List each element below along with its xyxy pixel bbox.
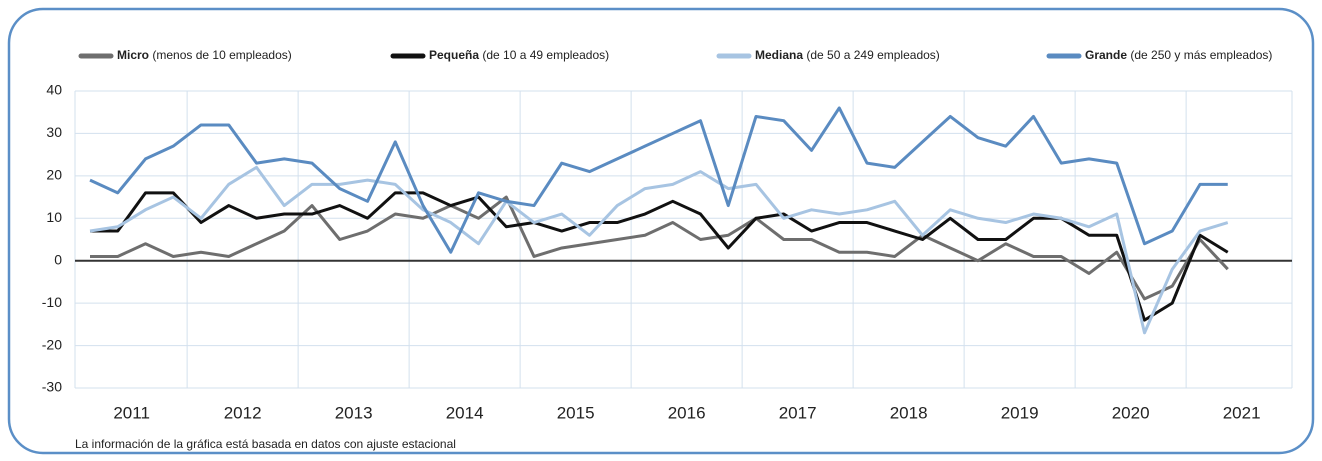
legend-description: (de 10 a 49 empleados) — [482, 48, 609, 62]
x-tick-label: 2011 — [113, 403, 150, 422]
legend-name: Mediana — [755, 48, 803, 62]
series-line — [90, 191, 1229, 322]
x-tick-label: 2019 — [1001, 403, 1039, 422]
x-tick-label: 2016 — [668, 403, 706, 422]
legend-label: Pequeña (de 10 a 49 empleados) — [429, 48, 609, 62]
legend-label: Mediana (de 50 a 249 empleados) — [755, 48, 940, 62]
x-tick-label: 2017 — [779, 403, 817, 422]
series-line — [89, 165, 1229, 335]
legend-label: Micro (menos de 10 empleados) — [117, 48, 292, 62]
legend-description: (de 250 y más empleados) — [1130, 48, 1272, 62]
legend-description: (menos de 10 empleados) — [152, 48, 291, 62]
y-tick-label: 30 — [46, 124, 62, 140]
footnote: La información de la gráfica está basada… — [75, 437, 456, 451]
x-tick-label: 2021 — [1223, 403, 1261, 422]
x-tick-label: 2014 — [446, 403, 484, 422]
frame — [7, 7, 1315, 455]
x-tick-label: 2013 — [335, 403, 373, 422]
y-tick-label: 0 — [54, 251, 62, 267]
y-tick-label: 20 — [46, 167, 62, 183]
series-line — [90, 195, 1229, 301]
legend-name: Micro — [117, 48, 149, 62]
legend-description: (de 50 a 249 empleados) — [806, 48, 939, 62]
x-tick-label: 2018 — [890, 403, 928, 422]
x-tick-label: 2015 — [557, 403, 595, 422]
y-tick-label: -20 — [42, 336, 62, 352]
legend-name: Grande — [1085, 48, 1127, 62]
series-line — [89, 106, 1228, 254]
y-tick-label: 10 — [46, 209, 62, 225]
x-tick-label: 2020 — [1112, 403, 1150, 422]
y-tick-label: 40 — [46, 82, 62, 98]
y-tick-label: -30 — [42, 379, 62, 395]
legend-name: Pequeña — [429, 48, 479, 62]
y-tick-label: -10 — [42, 294, 62, 310]
x-tick-label: 2012 — [224, 403, 262, 422]
legend-label: Grande (de 250 y más empleados) — [1085, 48, 1272, 62]
